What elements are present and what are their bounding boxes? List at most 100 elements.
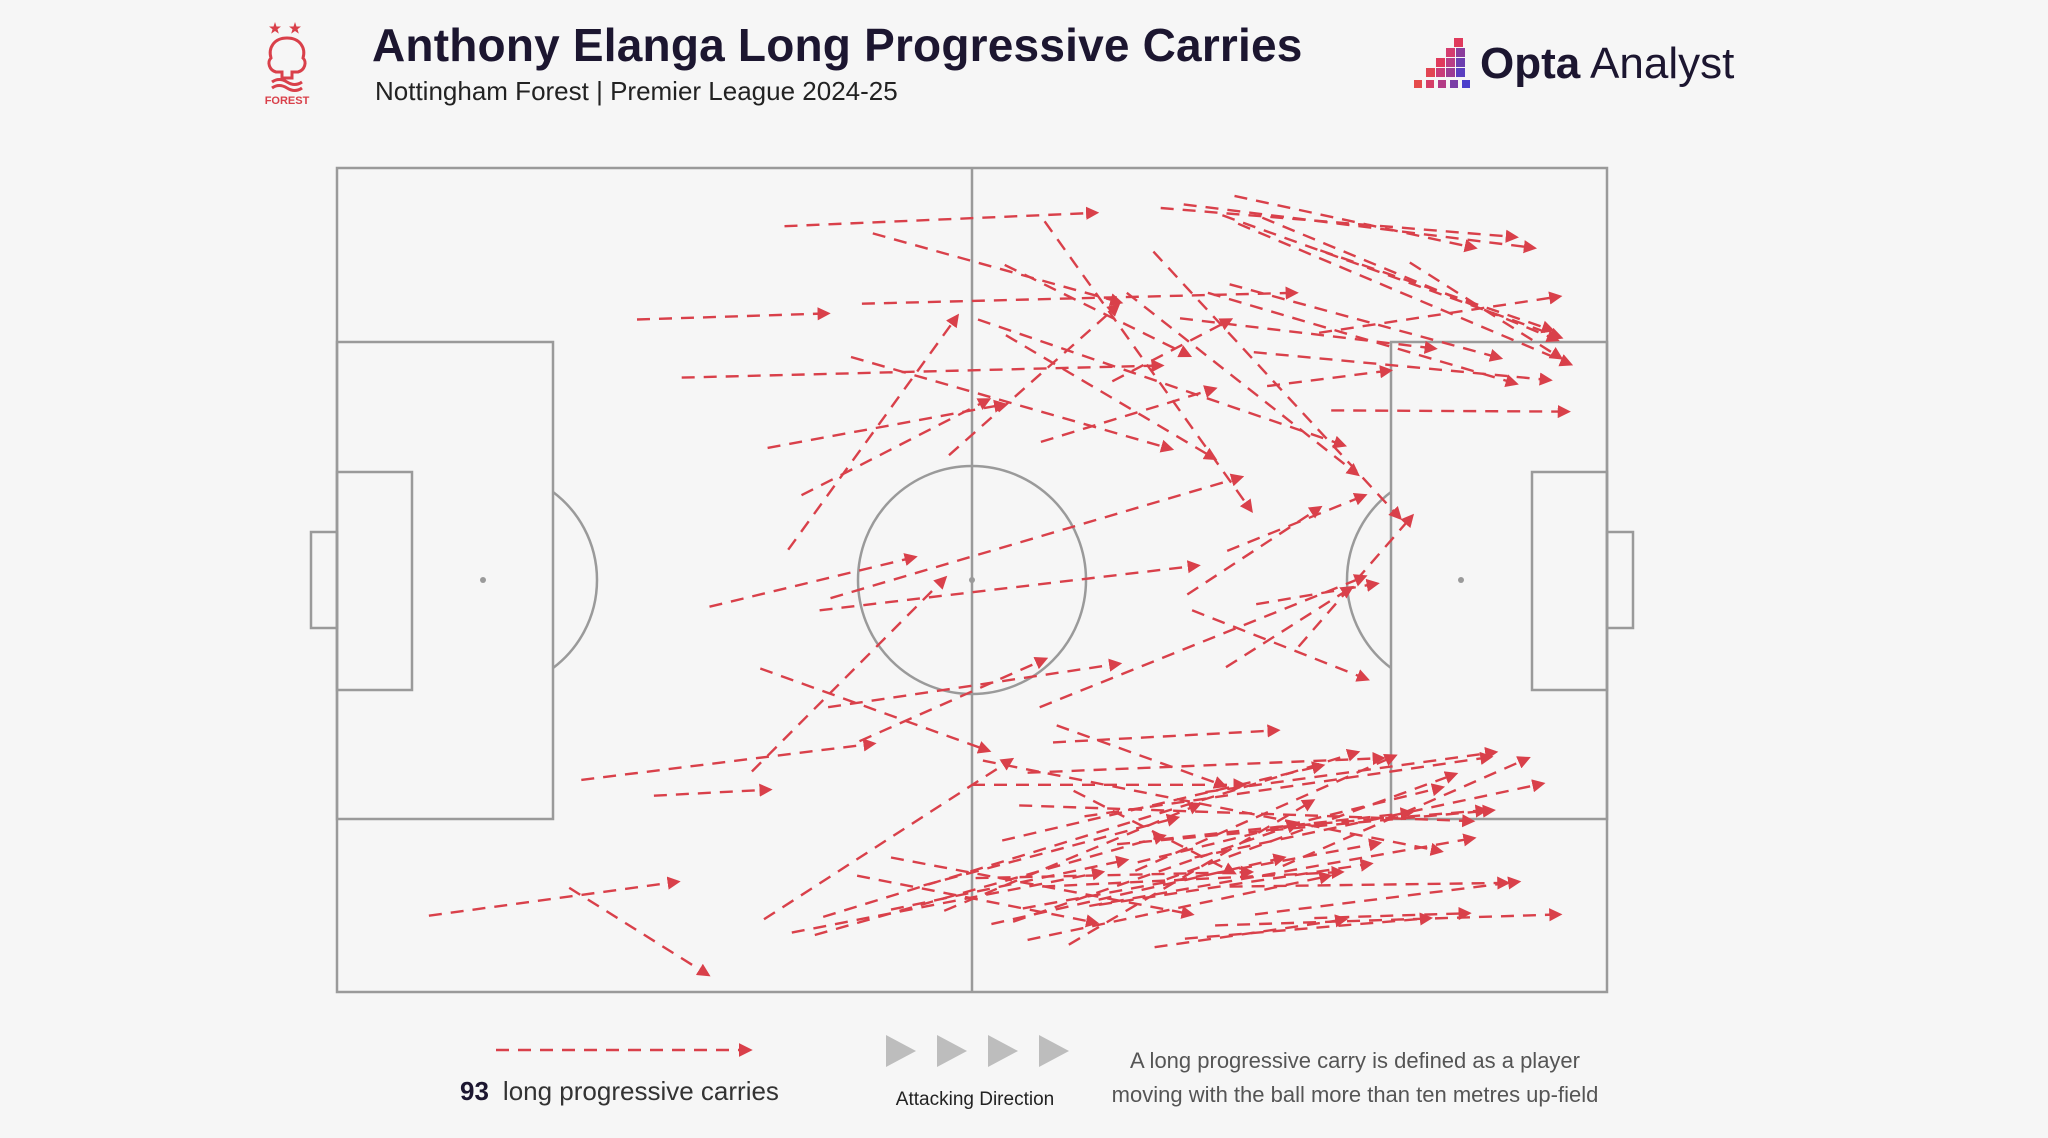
carry-arrow (1254, 876, 1522, 916)
carry-arrow (1221, 214, 1564, 341)
carry-arrow (1004, 263, 1193, 358)
carry-arrow (1186, 505, 1323, 596)
carry-arrow (856, 874, 1100, 928)
carry-arrow (859, 657, 1049, 743)
carry-arrow (653, 783, 773, 797)
opta-pixel-icon (1414, 38, 1470, 88)
carry-arrow (982, 759, 1444, 856)
chart-title: Anthony Elanga Long Progressive Carries (372, 19, 1303, 71)
carry-arrow (1229, 283, 1504, 362)
opta-analyst-logo: Opta Analyst (1410, 34, 1734, 94)
left-penalty-arc (552, 491, 599, 669)
carry-arrow (1207, 291, 1519, 388)
carry-arrow (1012, 820, 1300, 923)
carry-arrow (428, 876, 681, 917)
carry-arrow (681, 359, 1165, 379)
carry-arrow (1297, 513, 1415, 648)
carry-arrow (830, 473, 1245, 600)
brand-bold: Opta (1480, 39, 1581, 88)
carry-arrow (975, 865, 1255, 880)
right-six-yard-box (1530, 470, 1609, 692)
carry-arrow (800, 398, 992, 497)
left-six-yard-box (335, 470, 414, 692)
carry-arrow (1001, 761, 1326, 842)
carry-arrow (1043, 220, 1253, 514)
carry-arrow (890, 856, 1195, 919)
carry-arrow (1134, 753, 1398, 872)
carry-arrow (581, 738, 877, 782)
carry-arrow (1318, 291, 1563, 334)
carry-arrow (827, 658, 1123, 709)
attacking-direction-label: Attacking Direction (895, 1089, 1055, 1110)
carry-arrow (1027, 751, 1386, 774)
carry-arrow (1215, 908, 1563, 927)
chart-subtitle: Nottingham Forest | Premier League 2024-… (375, 76, 898, 106)
carry-arrow (850, 355, 1175, 453)
carry-arrow (1226, 493, 1368, 553)
right-goal (1605, 530, 1635, 630)
carry-arrow (1314, 906, 1472, 921)
centre-spot (969, 577, 975, 583)
carry-arrow (1160, 807, 1414, 841)
direction-triangle-icon (937, 1035, 967, 1067)
direction-triangle-icon (988, 1035, 1018, 1067)
carry-arrow (819, 560, 1201, 612)
carry-arrow (814, 832, 1167, 937)
carry-arrow (1052, 724, 1281, 744)
carry-arrow (872, 232, 1124, 307)
carry-arrow (1039, 574, 1368, 709)
carry-count: 93 long progressive carries (460, 1076, 779, 1107)
carry-arrow (1225, 585, 1355, 669)
crest-label: FOREST (265, 95, 310, 107)
carry-arrow (1229, 876, 1511, 890)
carry-arrow (1126, 291, 1360, 477)
nottingham-forest-crest-icon: FOREST (265, 22, 310, 107)
carry-arrow (751, 575, 948, 773)
carry-arrow (822, 748, 1361, 919)
carry-arrow (943, 802, 1202, 912)
carry-arrow (787, 313, 960, 551)
centre-circle (856, 464, 1088, 696)
direction-triangle-icon (886, 1035, 916, 1067)
right-penalty-spot (1458, 577, 1464, 583)
carry-arrow (1255, 578, 1380, 606)
carry-arrow (1184, 912, 1434, 940)
carry-arrow (1331, 404, 1571, 419)
carry-arrow (1098, 858, 1374, 906)
carry-arrow (948, 303, 1121, 457)
right-penalty-area (1389, 340, 1609, 821)
carry-arrow (1073, 789, 1237, 875)
carry-arrow (1042, 865, 1345, 888)
left-penalty-area (335, 340, 555, 821)
carry-count-value: 93 (460, 1076, 489, 1106)
carry-arrow (1068, 799, 1316, 946)
carry-arrow (1027, 871, 1333, 942)
brand-light: Analyst (1580, 39, 1735, 88)
definition-line-1: A long progressive carry is defined as a… (1129, 1048, 1580, 1073)
attacking-direction-arrows (886, 1035, 1069, 1067)
carry-arrows (428, 194, 1574, 977)
carry-count-label: long progressive carries (502, 1076, 779, 1106)
carry-arrow (1266, 365, 1394, 388)
carry-arrow (1409, 261, 1564, 360)
carry-arrow (1234, 194, 1478, 253)
carry-arrow (1084, 751, 1494, 818)
carry-arrow (709, 553, 918, 608)
carry-arrow (1183, 203, 1538, 254)
carry-arrow (1089, 833, 1477, 908)
carry-arrow (1111, 318, 1234, 383)
carry-arrow (1282, 756, 1531, 868)
definition-note: A long progressive carry is defined as a… (1080, 1044, 1630, 1112)
carry-arrow (1253, 351, 1553, 386)
carry-arrow (861, 286, 1299, 305)
carry-arrow (568, 886, 711, 977)
carry-arrow (1166, 771, 1459, 881)
direction-triangle-icon (1039, 1035, 1069, 1067)
carry-arrow (763, 757, 1015, 921)
carry-arrow (636, 307, 831, 321)
carry-arrow (1319, 249, 1556, 334)
carry-arrow (1261, 216, 1560, 343)
left-penalty-spot (480, 577, 486, 583)
definition-line-2: moving with the ball more than ten metre… (1111, 1082, 1599, 1107)
carry-arrow (1005, 334, 1218, 461)
